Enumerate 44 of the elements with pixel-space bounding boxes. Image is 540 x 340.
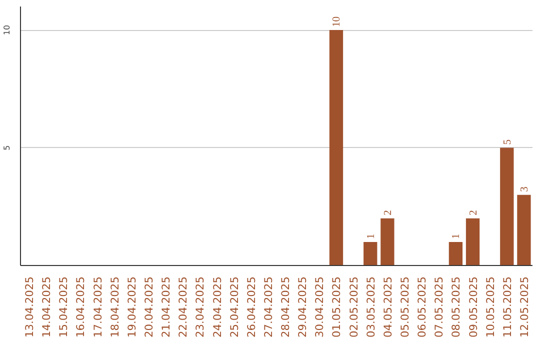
bar — [500, 148, 514, 266]
x-tick-label: 25.04.2025 — [228, 276, 241, 338]
x-tick-label: 10.05.2025 — [484, 276, 497, 338]
x-tick-label: 23.04.2025 — [194, 276, 207, 338]
data-label: 2 — [382, 210, 394, 216]
x-tick-label: 30.04.2025 — [313, 276, 326, 338]
x-tick-label: 16.04.2025 — [74, 276, 88, 338]
x-tick-label: 22.04.2025 — [176, 276, 190, 338]
x-tick-label: 15.04.2025 — [57, 276, 70, 338]
bar — [448, 242, 463, 266]
x-tick-label: 26.04.2025 — [244, 276, 258, 338]
data-label: 2 — [468, 210, 480, 216]
x-tick-label: 24.04.2025 — [210, 276, 224, 338]
bar — [380, 218, 394, 266]
x-tick-label: 05.05.2025 — [398, 276, 412, 338]
x-tick-label: 01.05.2025 — [330, 276, 344, 338]
data-label: 10 — [332, 16, 343, 28]
data-label: 1 — [451, 234, 462, 239]
data-label: 1 — [366, 234, 377, 239]
x-tick-label: 27.04.2025 — [262, 276, 275, 338]
x-tick-label: 08.05.2025 — [450, 276, 463, 338]
x-tick-label: 29.04.2025 — [296, 276, 310, 338]
x-tick-label: 17.04.2025 — [91, 276, 104, 338]
x-tick-label: 11.05.2025 — [500, 276, 514, 338]
x-tick-label: 12.05.2025 — [518, 276, 531, 338]
x-tick-label: 02.05.2025 — [347, 276, 360, 338]
x-tick-label: 06.05.2025 — [416, 276, 429, 338]
bar — [466, 218, 480, 266]
x-tick-label: 09.05.2025 — [466, 276, 480, 338]
bar — [364, 242, 378, 266]
x-tick-label: 14.04.2025 — [40, 276, 54, 338]
x-tick-label: 03.05.2025 — [364, 276, 378, 338]
bar — [329, 30, 344, 266]
x-tick-label: 19.04.2025 — [125, 276, 138, 338]
x-tick-label: 07.05.2025 — [432, 276, 446, 338]
x-tick-label: 20.04.2025 — [142, 276, 156, 338]
x-tick-label: 04.05.2025 — [381, 276, 394, 338]
x-tick-label: 18.04.2025 — [108, 276, 122, 338]
data-label: 3 — [519, 186, 530, 192]
x-tick-label: 21.04.2025 — [160, 276, 173, 338]
x-tick-label: 28.04.2025 — [279, 276, 292, 338]
x-tick-label: 13.04.2025 — [23, 276, 36, 338]
bar — [517, 194, 531, 266]
data-label: 5 — [502, 139, 514, 145]
